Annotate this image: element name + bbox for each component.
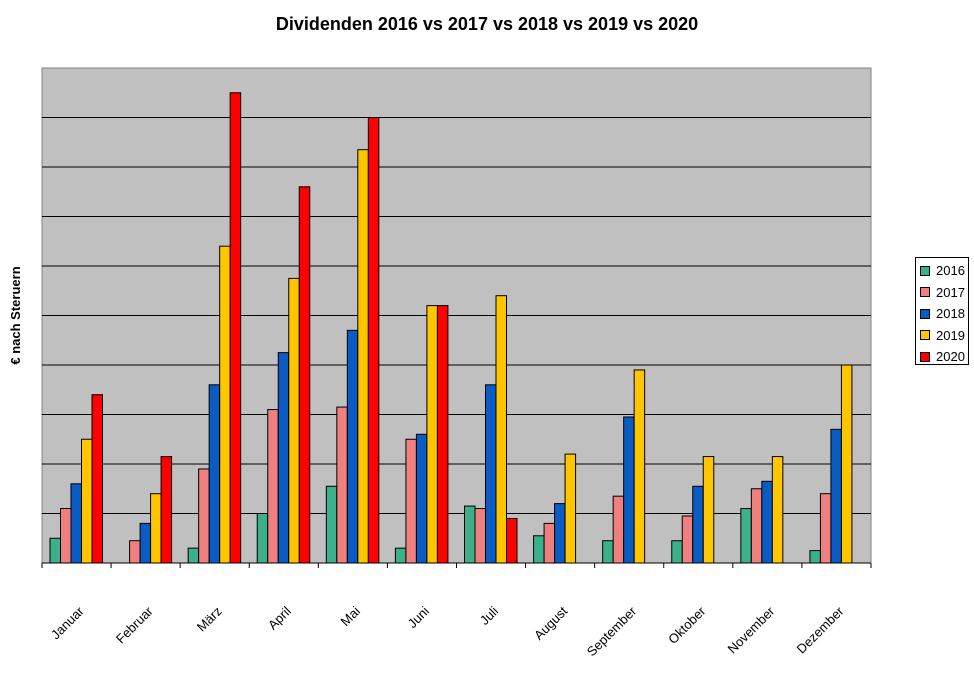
bar-2016-juni	[394, 547, 407, 564]
bar-2017-mai	[336, 406, 348, 564]
x-tick-label-mai: Mai	[338, 603, 363, 628]
legend-item-2019: 2019	[920, 325, 968, 347]
x-tick-label-juni: Juni	[405, 603, 433, 631]
bar-2016-mai	[325, 485, 338, 564]
bar-2020-januar	[91, 394, 103, 564]
bar-2018-august	[554, 503, 566, 564]
bar-2018-januar	[70, 483, 82, 564]
bar-2019-september	[633, 369, 646, 564]
bar-2019-oktober	[702, 456, 715, 564]
x-tick-label-februar: Februar	[113, 603, 156, 646]
bar-2019-januar	[81, 438, 93, 564]
legend-swatch	[920, 330, 930, 341]
x-tick-label-august: August	[531, 603, 570, 642]
bar-2020-juli	[506, 517, 518, 564]
x-tick-label-september: September	[584, 603, 640, 659]
legend-swatch	[920, 351, 930, 362]
legend-item-2017: 2017	[920, 282, 968, 304]
bar-2017-juni	[405, 438, 417, 564]
bar-2019-dezember	[840, 364, 853, 564]
x-tick-label-april: April	[265, 603, 294, 632]
bar-2017-juli	[474, 508, 486, 564]
bar-2018-september	[623, 416, 635, 564]
bar-2018-oktober	[692, 485, 704, 564]
bar-2018-dezember	[830, 428, 842, 564]
bar-2019-juni	[426, 305, 438, 564]
bar-2019-mai	[357, 149, 369, 564]
bar-2018-november	[761, 480, 773, 564]
bar-2020-april	[298, 186, 311, 564]
legend-swatch	[920, 265, 930, 276]
bar-2018-mai	[346, 329, 359, 564]
bar-2017-februar	[129, 540, 141, 564]
x-tick-label-juli: Juli	[477, 603, 501, 627]
x-tick-label-oktober: Oktober	[665, 603, 709, 647]
bar-2016-april	[256, 513, 269, 564]
bar-2020-februar	[160, 456, 173, 564]
legend-item-2020: 2020	[920, 346, 968, 368]
x-tick-labels: Januar Februar März April Mai Juni Juli August S…	[48, 603, 847, 659]
bar-2017-märz	[198, 468, 210, 564]
legend-item-2018: 2018	[920, 303, 968, 325]
x-axis	[41, 562, 872, 568]
legend-label: 2020	[936, 349, 965, 365]
bar-2020-mai	[367, 117, 380, 564]
bar-2017-november	[750, 488, 763, 564]
bar-2017-januar	[60, 508, 72, 564]
bar-2019-märz	[219, 245, 231, 564]
bars	[49, 92, 853, 564]
legend-label: 2019	[936, 327, 965, 343]
bar-2017-september	[612, 495, 625, 564]
bar-2019-februar	[150, 493, 162, 564]
legend-swatch	[920, 287, 930, 298]
bar-2017-oktober	[681, 515, 694, 564]
legend-label: 2017	[936, 284, 965, 300]
bar-2018-juli	[485, 384, 497, 564]
bar-2017-april	[267, 409, 279, 564]
x-tick-label-märz: März	[194, 604, 225, 635]
chart-title: Dividenden 2016 vs 2017 vs 2018 vs 2019 …	[275, 14, 699, 34]
x-tick-label-dezember: Dezember	[794, 603, 847, 656]
x-tick-label-november: November	[724, 603, 777, 656]
legend: 2016 2017 2018 2019 2020	[915, 257, 969, 365]
bar-2016-juli	[464, 505, 476, 564]
bar-2018-april	[277, 352, 290, 564]
bar-2019-april	[288, 277, 300, 564]
legend-item-2016: 2016	[920, 260, 968, 282]
legend-label: 2018	[936, 306, 965, 322]
gridlines	[42, 117, 871, 514]
bar-2019-august	[564, 453, 577, 564]
bar-2018-märz	[208, 384, 221, 564]
bar-2017-dezember	[819, 493, 832, 564]
bar-2016-märz	[187, 547, 200, 564]
bar-2016-november	[740, 508, 752, 564]
bar-2016-januar	[49, 537, 61, 564]
bar-2016-september	[602, 540, 614, 564]
legend-label: 2016	[936, 263, 965, 279]
bar-2018-juni	[415, 433, 428, 564]
bar-2017-august	[543, 522, 556, 564]
bar-2020-märz	[229, 92, 242, 564]
legend-swatch	[920, 308, 930, 319]
x-tick-label-januar: Januar	[48, 603, 87, 642]
bar-2020-juni	[436, 305, 449, 564]
bar-2018-februar	[139, 522, 152, 564]
y-axis-label: € nach Steruern	[8, 266, 23, 364]
bar-2016-dezember	[809, 550, 821, 564]
bar-2019-november	[771, 456, 784, 564]
bar-2019-juli	[495, 295, 507, 564]
bar-2016-oktober	[671, 540, 683, 564]
bar-2016-august	[533, 535, 545, 564]
